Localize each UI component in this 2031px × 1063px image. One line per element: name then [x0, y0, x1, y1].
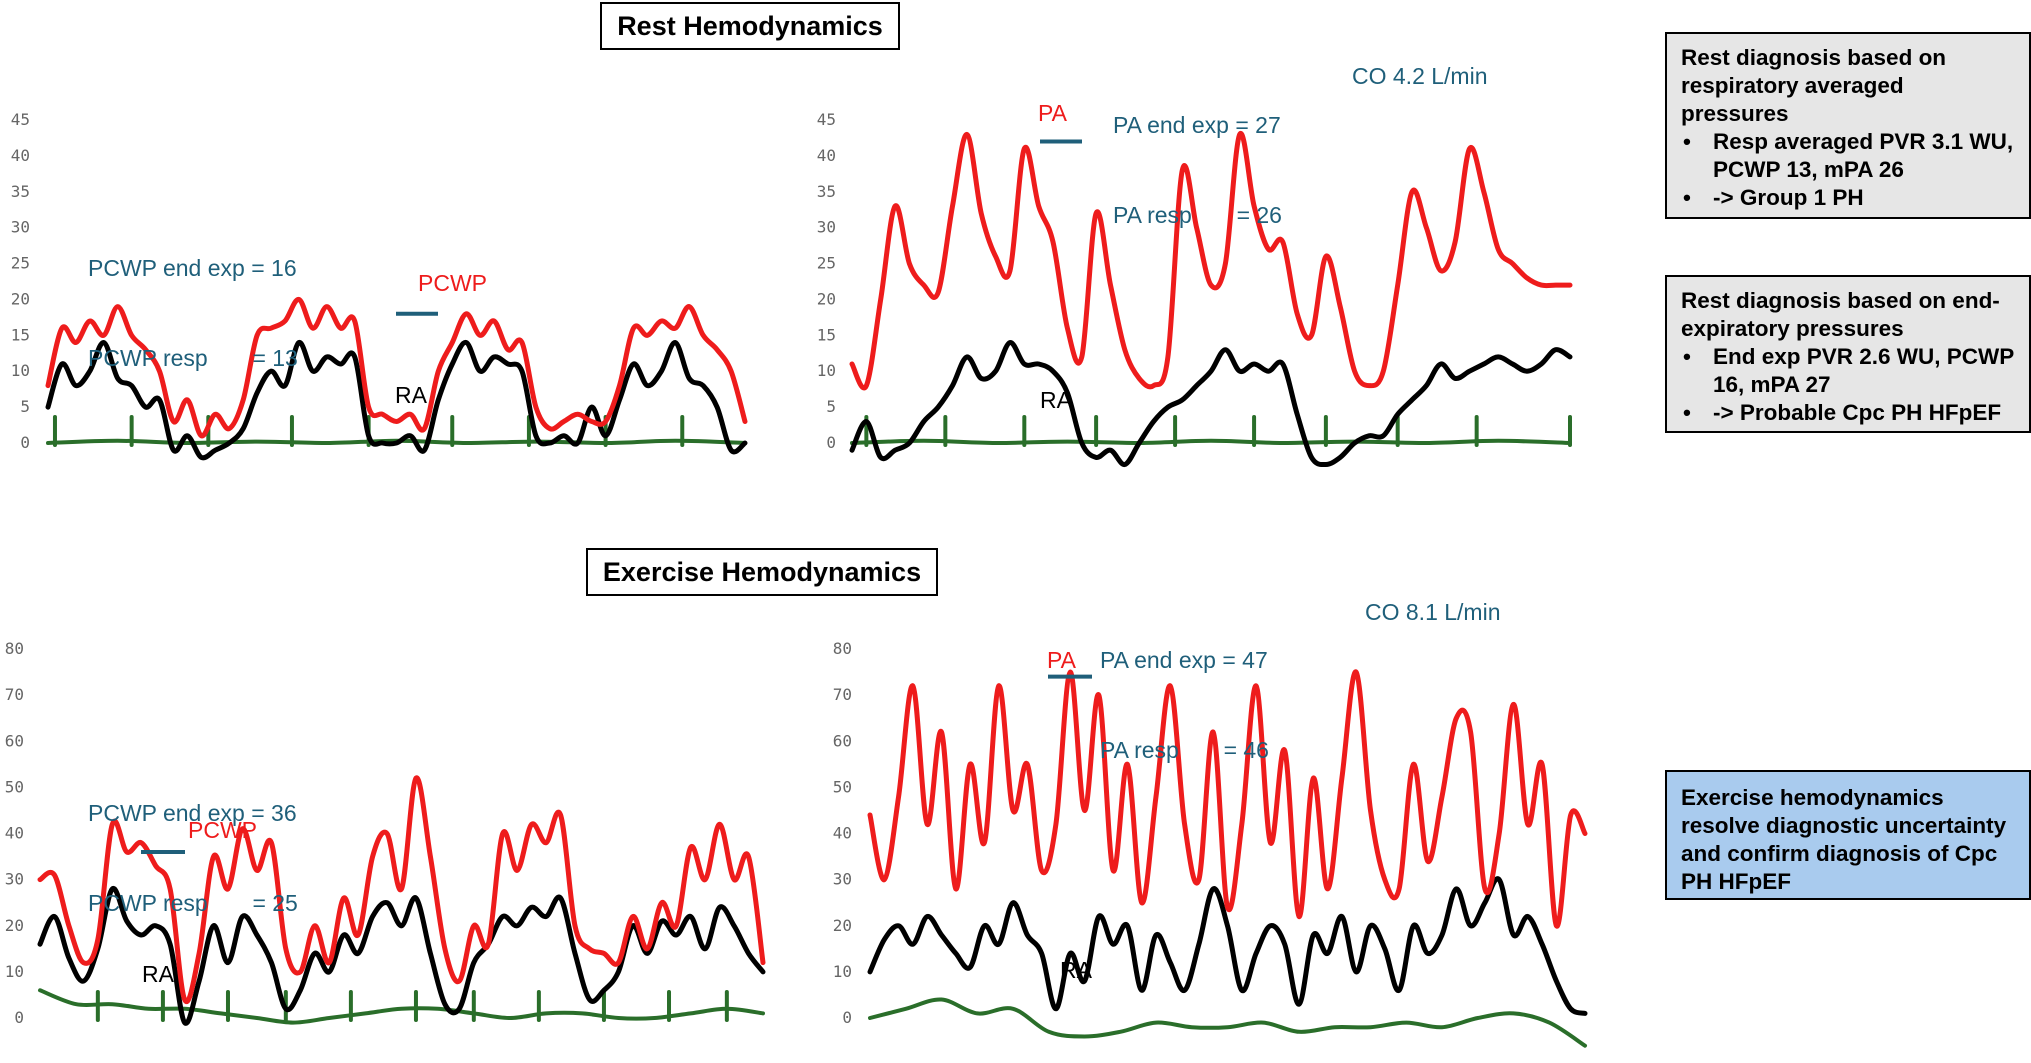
baseline-trace	[38, 988, 765, 1025]
y-tick-label: 10	[833, 962, 852, 981]
y-tick-label: 0	[20, 433, 30, 452]
y-tick-label: 5	[826, 397, 836, 416]
ra-label: RA	[395, 382, 428, 408]
exercise-title: Exercise Hemodynamics	[586, 548, 938, 596]
y-tick-label: 15	[817, 325, 836, 344]
ra-trace	[849, 340, 1573, 468]
y-tick-label: 20	[5, 916, 24, 935]
rest-pa-chart: 0 5 10 15 20 25 30 35 40 45 PA RA	[817, 100, 1573, 468]
pcwp-trace	[45, 296, 748, 439]
ex-pa-chart: 0 10 20 30 40 50 60 70 80 PA RA	[833, 639, 1588, 1048]
ra-label: RA	[1040, 387, 1073, 413]
y-tick-label: 10	[5, 962, 24, 981]
exercise-conclusion-box: Exercise hemodynamics resolve diagnostic…	[1665, 770, 2031, 900]
resp-diagnosis-item: Resp averaged PVR 3.1 WU, PCWP 13, mPA 2…	[1681, 128, 2015, 184]
resp-diagnosis-box: Rest diagnosis based on respiratory aver…	[1665, 32, 2031, 219]
y-tick-label: 50	[5, 777, 24, 796]
pa-trace	[849, 131, 1573, 391]
ex-pcwp-chart: 0 10 20 30 40 50 60 70 80 PCWP RA	[5, 639, 766, 1027]
y-tick-label: 45	[817, 110, 836, 129]
y-tick-label: 20	[833, 916, 852, 935]
pcwp-label: PCWP	[188, 817, 257, 843]
y-tick-label: 5	[20, 397, 30, 416]
resp-diagnosis-item: -> Group 1 PH	[1681, 184, 2015, 212]
y-tick-label: 60	[833, 731, 852, 750]
rest-title: Rest Hemodynamics	[600, 2, 900, 50]
y-tick-label: 25	[11, 254, 30, 273]
endexp-diagnosis-item: End exp PVR 2.6 WU, PCWP 16, mPA 27	[1681, 343, 2015, 399]
y-tick-label: 40	[833, 824, 852, 843]
ex-pa-annotation: PA end exp = 47 PA resp = 46	[1100, 585, 1269, 795]
rest-pcwp-chart: 0 5 10 15 20 25 30 35 40 45 PCWP RA	[11, 110, 748, 461]
pa-trace	[867, 669, 1588, 929]
ex-pcwp-annotation: PCWP end exp = 36 PCWP resp = 25	[88, 738, 298, 948]
ra-trace	[45, 339, 748, 461]
y-tick-label: 20	[11, 289, 30, 308]
rest-pcwp-annotation: PCWP end exp = 16 PCWP resp = 13	[88, 193, 298, 403]
y-tick-label: 60	[5, 731, 24, 750]
ra-label: RA	[1060, 957, 1093, 983]
y-tick-label: 10	[11, 361, 30, 380]
ex-co: CO 8.1 L/min	[1365, 599, 1501, 625]
rest-pa-end-exp: PA end exp = 27	[1113, 112, 1281, 138]
pcwp-label: PCWP	[418, 270, 487, 296]
y-tick-label: 35	[11, 182, 30, 201]
ex-pa-end-exp: PA end exp = 47	[1100, 647, 1268, 673]
pcwp-trace	[37, 775, 766, 1005]
y-tick-label: 70	[5, 685, 24, 704]
resp-diagnosis-list: Resp averaged PVR 3.1 WU, PCWP 13, mPA 2…	[1681, 128, 2015, 212]
y-tick-label: 30	[5, 870, 24, 889]
y-tick-label: 25	[817, 254, 836, 273]
y-tick-label: 0	[14, 1008, 24, 1027]
y-tick-label: 20	[817, 289, 836, 308]
endexp-diagnosis-list: End exp PVR 2.6 WU, PCWP 16, mPA 27 -> P…	[1681, 343, 2015, 427]
ra-trace	[867, 876, 1588, 1016]
y-tick-label: 10	[817, 361, 836, 380]
endexp-diagnosis-box: Rest diagnosis based on end-expiratory p…	[1665, 275, 2031, 433]
y-tick-label: 30	[817, 218, 836, 237]
rest-pa-resp: PA resp = 26	[1113, 202, 1282, 228]
y-tick-label: 15	[11, 325, 30, 344]
baseline-trace	[868, 997, 1587, 1048]
y-tick-label: 0	[842, 1008, 852, 1027]
y-tick-label: 40	[5, 824, 24, 843]
ex-pcwp-resp: PCWP resp = 25	[88, 890, 298, 916]
rest-pcwp-resp: PCWP resp = 13	[88, 345, 298, 371]
rest-pa-annotation: PA end exp = 27 PA resp = 26	[1113, 50, 1282, 260]
y-tick-label: 40	[817, 146, 836, 165]
resp-diagnosis-heading: Rest diagnosis based on respiratory aver…	[1681, 45, 1947, 126]
ra-label: RA	[142, 961, 175, 987]
rest-co: CO 4.2 L/min	[1352, 63, 1488, 89]
baseline-trace	[850, 438, 1572, 446]
endexp-diagnosis-item: -> Probable Cpc PH HFpEF	[1681, 399, 2015, 427]
endexp-diagnosis-heading: Rest diagnosis based on end-expiratory p…	[1681, 288, 2000, 341]
y-tick-label: 45	[11, 110, 30, 129]
y-tick-label: 70	[833, 685, 852, 704]
y-tick-label: 50	[833, 777, 852, 796]
y-tick-label: 80	[833, 639, 852, 658]
y-tick-label: 30	[833, 870, 852, 889]
pa-label: PA	[1038, 100, 1068, 126]
y-tick-label: 40	[11, 146, 30, 165]
rest-pcwp-end-exp: PCWP end exp = 16	[88, 255, 297, 281]
y-tick-label: 35	[817, 182, 836, 201]
y-tick-label: 0	[826, 433, 836, 452]
ex-pa-resp: PA resp = 46	[1100, 737, 1269, 763]
y-tick-label: 80	[5, 639, 24, 658]
pa-label: PA	[1047, 647, 1077, 673]
y-tick-label: 30	[11, 218, 30, 237]
ex-pcwp-end-exp: PCWP end exp = 36	[88, 800, 297, 826]
